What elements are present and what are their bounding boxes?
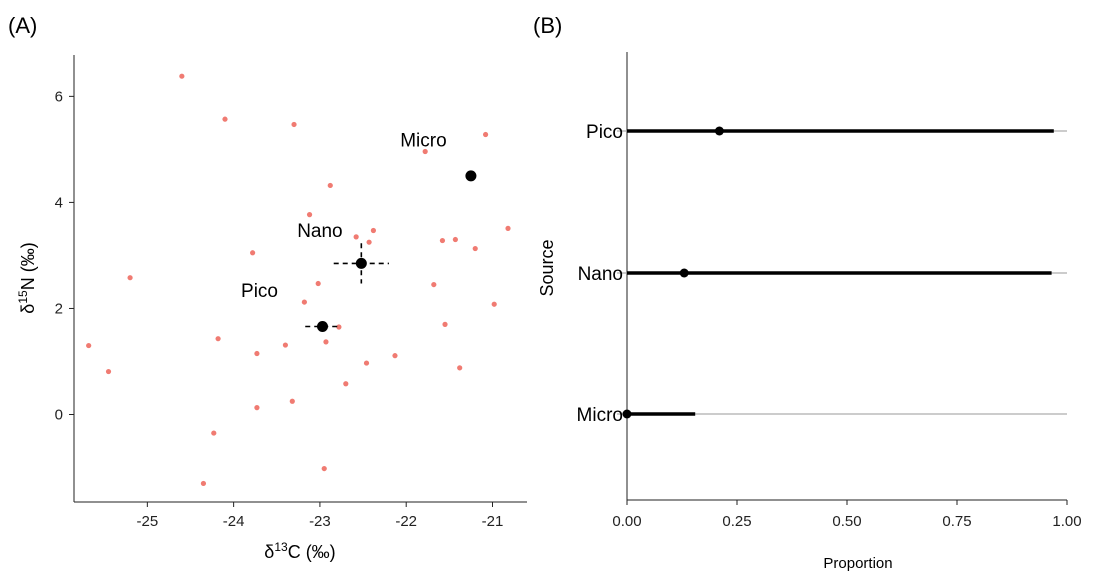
x-tick-label: 0.25: [722, 513, 751, 530]
x-axis-title: δ13C (‰): [264, 540, 335, 562]
source-tick-label: Micro: [577, 405, 623, 426]
source-rows: Pico Nano Micro: [577, 122, 1067, 426]
x-tick-label: -21: [482, 513, 504, 530]
consumer-point: [315, 280, 321, 287]
x-axis-ticks: 0.00 0.25 0.50 0.75 1.00: [612, 500, 1082, 530]
y-tick-label: 4: [55, 194, 63, 211]
x-tick-label: -24: [223, 513, 245, 530]
consumer-point: [254, 405, 260, 411]
source-tick-label: Pico: [586, 122, 623, 143]
source-means: [317, 170, 477, 332]
consumer-point: [353, 234, 359, 240]
source-labels: Micro Nano Pico: [241, 131, 447, 302]
consumer-point: [282, 342, 288, 348]
consumer-points: [86, 73, 511, 487]
panel-b-label: (B): [533, 13, 562, 38]
y-axis-title: δ15N (‰): [16, 242, 38, 313]
y-tick-label: 0: [55, 407, 63, 424]
source-mean-point: [465, 170, 477, 182]
consumer-point: [291, 121, 297, 128]
x-tick-label: -25: [136, 513, 158, 530]
consumer-point: [472, 245, 478, 252]
isotope-biplot: -25 -24 -23 -22 -21 0 2 4 6 Micro Nano Pico δ13C …: [16, 55, 527, 562]
consumer-point: [363, 360, 370, 366]
consumer-point: [457, 365, 463, 371]
x-tick-label: -23: [309, 513, 331, 530]
source-label: Micro: [400, 131, 446, 152]
consumer-point: [452, 236, 458, 243]
consumer-point: [392, 353, 398, 359]
consumer-point: [211, 430, 217, 436]
consumer-point: [179, 73, 185, 79]
x-tick-label: 0.50: [832, 513, 861, 530]
consumer-point: [306, 212, 313, 218]
y-axis-title: Source: [537, 239, 557, 296]
y-tick-label: 2: [55, 300, 63, 317]
consumer-point: [327, 182, 333, 189]
consumer-point: [491, 301, 497, 307]
consumer-point: [254, 350, 260, 357]
consumer-point: [301, 299, 307, 305]
consumer-point: [505, 225, 511, 231]
x-tick-label: 1.00: [1052, 513, 1081, 530]
consumer-point: [289, 398, 295, 404]
consumer-point: [431, 281, 437, 288]
x-tick-label: -22: [395, 513, 417, 530]
source-label: Pico: [241, 281, 278, 302]
consumer-point: [366, 239, 372, 245]
consumer-point: [370, 227, 377, 234]
consumer-point: [323, 339, 329, 345]
consumer-point: [222, 116, 228, 122]
proportion-chart: 0.00 0.25 0.50 0.75 1.00 Pico Nano Micro Propo…: [537, 52, 1082, 572]
median-point: [622, 409, 632, 419]
consumer-point: [127, 275, 133, 281]
x-tick-label: 0.00: [612, 513, 641, 530]
x-axis-title: Proportion: [823, 555, 892, 572]
x-tick-label: 0.75: [942, 513, 971, 530]
panel-a-label: (A): [8, 13, 37, 38]
y-axis-ticks: 0 2 4 6: [55, 88, 74, 424]
median-point: [679, 268, 689, 278]
source-tick-label: Nano: [578, 264, 623, 285]
y-tick-label: 6: [55, 88, 63, 105]
consumer-point: [422, 148, 428, 155]
consumer-point: [439, 237, 446, 244]
consumer-point: [336, 324, 342, 330]
source-label: Nano: [297, 221, 342, 242]
consumer-point: [442, 321, 448, 327]
consumer-point: [321, 465, 327, 472]
source-mean-point: [317, 320, 329, 332]
consumer-point: [250, 250, 256, 256]
consumer-point: [105, 368, 112, 375]
consumer-point: [343, 381, 349, 387]
consumer-point: [215, 336, 221, 342]
source-mean-point: [355, 257, 367, 269]
consumer-point: [86, 342, 92, 349]
x-axis-ticks: -25 -24 -23 -22 -21: [136, 502, 503, 530]
median-point: [714, 126, 724, 136]
consumer-point: [482, 131, 489, 138]
consumer-point: [200, 480, 207, 487]
